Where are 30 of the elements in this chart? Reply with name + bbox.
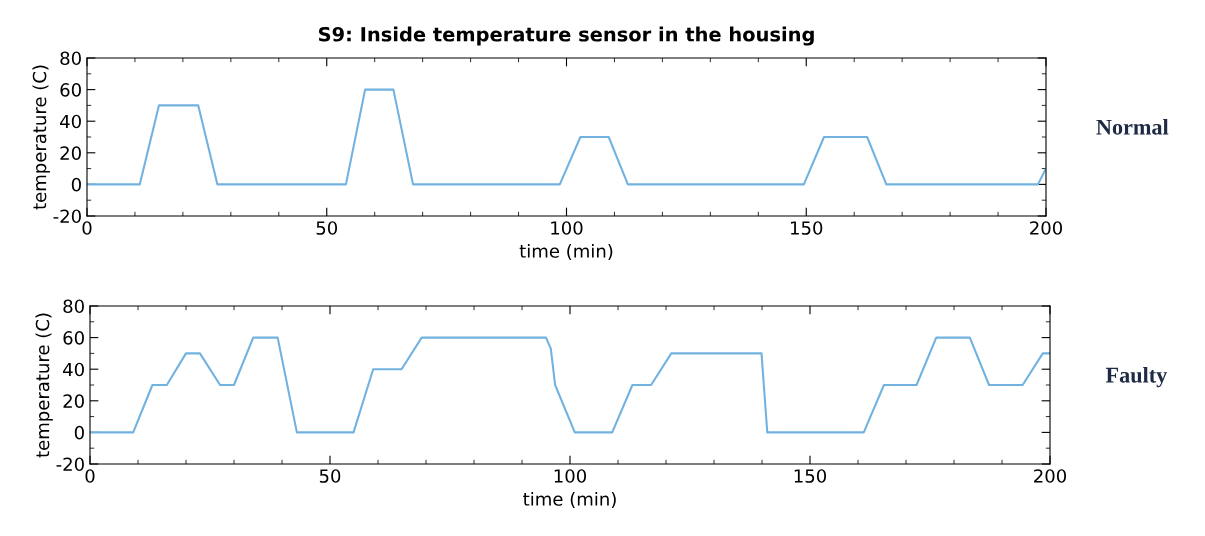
y-tick-label: 80 bbox=[63, 299, 84, 314]
y-tick-label: -20 bbox=[56, 457, 84, 472]
y-tick-label: 60 bbox=[63, 331, 84, 345]
x-axis-title: time (min) bbox=[523, 491, 616, 508]
x-axis-title: time (min) bbox=[519, 243, 613, 260]
text: Faulty bbox=[1105, 366, 1168, 388]
x-tick-label: 150 bbox=[794, 469, 827, 483]
line-series bbox=[90, 336, 1050, 434]
y-tick-label: 20 bbox=[60, 146, 81, 160]
x-tick-label: 100 bbox=[554, 469, 587, 483]
y-tick-label: -20 bbox=[53, 209, 81, 224]
x-tick-label: 100 bbox=[551, 221, 583, 235]
text: Normal bbox=[1096, 119, 1169, 135]
y-axis-title: temperature (C) bbox=[35, 313, 53, 458]
x-tick-label: 0 bbox=[85, 469, 95, 483]
y-tick-label: 20 bbox=[63, 394, 84, 408]
chart-title: S9: Inside temperature sensor in the housing bbox=[318, 26, 814, 46]
y-axis-title: temperature (C) bbox=[32, 65, 50, 210]
y-tick-label: 40 bbox=[60, 114, 81, 129]
y-tick-label: 60 bbox=[60, 83, 81, 97]
line-series bbox=[87, 88, 1046, 186]
y-tick-label: 0 bbox=[71, 177, 81, 192]
x-tick-label: 200 bbox=[1030, 221, 1063, 235]
x-tick-label: 150 bbox=[791, 221, 823, 235]
y-tick-label: 40 bbox=[63, 362, 84, 377]
y-tick-label: 0 bbox=[74, 425, 84, 440]
y-tick-label: 80 bbox=[60, 51, 81, 66]
x-tick-label: 50 bbox=[316, 221, 338, 235]
x-tick-label: 50 bbox=[319, 469, 341, 483]
x-tick-label: 200 bbox=[1034, 469, 1067, 483]
